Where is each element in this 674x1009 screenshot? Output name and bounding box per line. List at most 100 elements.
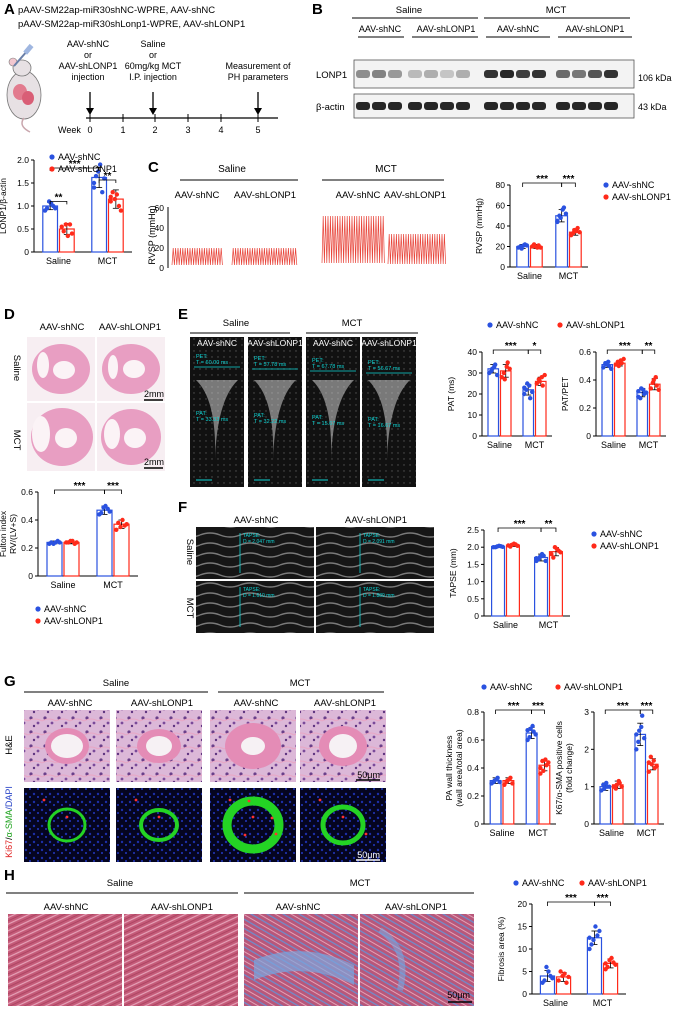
if-sma-ring bbox=[47, 807, 87, 843]
y-tick-label: 2.5 bbox=[467, 525, 479, 535]
data-point bbox=[522, 385, 527, 390]
y-tick-label: 1.0 bbox=[467, 577, 479, 587]
data-point bbox=[550, 976, 555, 981]
significance-label: ** bbox=[55, 192, 63, 203]
legend-marker bbox=[579, 880, 585, 886]
data-point bbox=[602, 786, 607, 791]
data-point bbox=[606, 784, 612, 789]
y-tick-label: 0 bbox=[522, 989, 527, 999]
lonp1-band bbox=[588, 70, 602, 78]
legend-label: AAV-shLONP1 bbox=[566, 320, 625, 330]
data-point bbox=[616, 363, 621, 369]
y-axis-label: RVSP (mmHg) bbox=[474, 198, 484, 254]
data-point bbox=[116, 203, 122, 209]
y-axis-label: RV/(LV+S) bbox=[8, 514, 18, 554]
masson-scale: 50μm bbox=[447, 990, 470, 1000]
y-tick-label: 0.2 bbox=[21, 543, 33, 553]
data-point bbox=[615, 359, 621, 364]
measure-line1: Measurement of bbox=[225, 61, 291, 71]
pet-value: T = 67.78 ms bbox=[312, 364, 344, 370]
doppler-envelope bbox=[368, 380, 410, 460]
y-tick-label: 0.2 bbox=[467, 791, 479, 801]
data-point bbox=[613, 962, 618, 967]
doppler-envelope bbox=[254, 380, 296, 460]
data-point bbox=[537, 554, 543, 560]
data-point bbox=[566, 974, 571, 980]
he-vessel-lumen bbox=[329, 734, 357, 758]
y-tick-label: 0 bbox=[586, 431, 591, 441]
data-point bbox=[560, 973, 565, 979]
data-point bbox=[641, 735, 647, 741]
lonp1-band bbox=[500, 70, 514, 78]
legend-marker bbox=[35, 618, 41, 624]
histo-col-4: AAV-shLONP1 bbox=[314, 698, 376, 709]
bar bbox=[96, 509, 113, 577]
trace-col-shlonp1-1: AAV-shLONP1 bbox=[234, 190, 296, 201]
data-point bbox=[564, 980, 569, 985]
data-point bbox=[538, 245, 543, 250]
data-point bbox=[634, 732, 639, 737]
significance-bracket bbox=[98, 179, 117, 183]
y-tick-label: 20 bbox=[518, 899, 528, 909]
chart-C: 0 20 40 60 80 RVSP (mmHg) Saline MCT *** *** AAV-s… bbox=[474, 174, 671, 281]
data-point bbox=[114, 527, 119, 532]
significance-label: ** bbox=[645, 341, 653, 352]
data-point bbox=[68, 538, 73, 544]
data-point bbox=[44, 206, 50, 211]
y-tick-label: 0.6 bbox=[21, 487, 33, 497]
data-point bbox=[538, 765, 543, 771]
panel-label-h: H bbox=[4, 867, 15, 884]
x-tick-label: Saline bbox=[599, 828, 624, 838]
kda-106: 106 kDa bbox=[638, 73, 672, 83]
data-point bbox=[558, 215, 563, 220]
heart-scale-1: 2mm bbox=[144, 389, 164, 399]
data-point bbox=[99, 510, 104, 516]
mmode-saline-shlonp1 bbox=[316, 527, 434, 579]
actin-band bbox=[456, 102, 470, 110]
lonp1-band bbox=[440, 70, 454, 78]
data-point bbox=[541, 553, 546, 558]
actin-band bbox=[532, 102, 546, 110]
data-point bbox=[93, 173, 99, 179]
pat-value: T = 33.33 ms bbox=[196, 417, 228, 423]
significance-label: *** bbox=[69, 159, 81, 170]
data-point bbox=[637, 728, 642, 733]
data-point bbox=[69, 231, 75, 236]
week-4: 4 bbox=[218, 125, 223, 135]
significance-label: *** bbox=[641, 701, 653, 712]
x-tick-label: MCT bbox=[559, 271, 579, 281]
week-label: Week bbox=[58, 125, 81, 135]
mmode-col-shlonp1: AAV-shLONP1 bbox=[345, 515, 407, 526]
if-sma-ring bbox=[139, 808, 179, 842]
data-point bbox=[492, 778, 497, 783]
data-point bbox=[494, 544, 500, 549]
x-tick-label: Saline bbox=[487, 440, 512, 450]
data-point bbox=[563, 211, 569, 216]
y-tick-label: 80 bbox=[496, 180, 506, 190]
panel-label-e: E bbox=[178, 306, 188, 323]
trace-group-mct: MCT bbox=[375, 164, 397, 175]
histo-group-saline: Saline bbox=[103, 678, 129, 689]
x-tick-label: Saline bbox=[50, 580, 75, 590]
data-point bbox=[107, 509, 112, 514]
y-tick-label: 1 bbox=[584, 782, 589, 792]
trace-col-shnc-2: AAV-shNC bbox=[336, 190, 381, 201]
y-axis-label: PAT (ms) bbox=[446, 377, 456, 412]
pressure-trace bbox=[171, 247, 223, 266]
y-tick-label: 0.4 bbox=[21, 515, 33, 525]
significance-bracket bbox=[639, 709, 654, 714]
x-tick-label: MCT bbox=[528, 828, 548, 838]
week-0: 0 bbox=[87, 125, 92, 135]
significance-label: *** bbox=[532, 701, 544, 712]
data-point bbox=[558, 550, 563, 555]
construct-line-1: pAAV-SM22ap-miR30shNC-WPRE, AAV-shNC bbox=[18, 5, 215, 16]
significance-label: *** bbox=[514, 519, 526, 530]
legend-label: AAV-shLONP1 bbox=[612, 192, 671, 202]
data-point bbox=[67, 222, 73, 227]
protein-actin: β-actin bbox=[316, 102, 345, 113]
masson-image bbox=[124, 914, 238, 1006]
